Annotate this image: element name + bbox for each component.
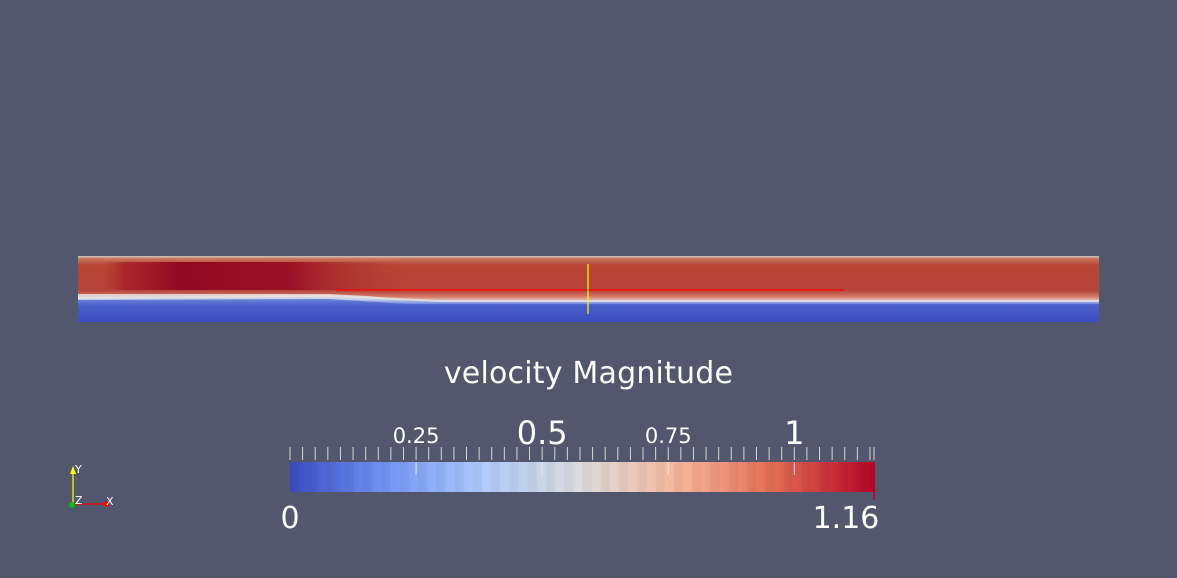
colorbar-tick-label: 0.75 (645, 424, 692, 448)
colorbar-band (455, 462, 464, 492)
colorbar-band (619, 462, 628, 492)
colorbar-band (528, 462, 537, 492)
colorbar-band (381, 462, 390, 492)
y-axis-arrow (70, 466, 76, 474)
colorbar-band (765, 462, 774, 492)
colorbar-bands (290, 462, 866, 492)
colorbar-minor-ticks (289, 447, 875, 460)
colorbar-tick-label: 0.5 (517, 414, 568, 452)
colorbar-max-label: 1.16 (813, 501, 880, 536)
colorbar-band (418, 462, 427, 492)
colorbar-band (637, 462, 646, 492)
colorbar-band (327, 462, 336, 492)
colorbar-tick-labels: 0.25 0.5 0.75 1 (393, 414, 804, 475)
shear-highlight (78, 294, 1099, 302)
colorbar-band (400, 462, 409, 492)
colorbar-band (710, 462, 719, 492)
colorbar-gradient (290, 462, 875, 492)
colorbar-band (546, 462, 555, 492)
x-axis-label: X (106, 495, 114, 508)
colorbar-band (308, 462, 317, 492)
colorbar-band (820, 462, 829, 492)
colorbar-band (583, 462, 592, 492)
z-axis-tip (69, 502, 75, 508)
colorbar-band (838, 462, 847, 492)
colorbar-band (509, 462, 518, 492)
colorbar-tick-label: 1 (784, 414, 804, 452)
colorbar-band (473, 462, 482, 492)
colorbar-band (729, 462, 738, 492)
colorbar-band (564, 462, 573, 492)
colorbar-band (363, 462, 372, 492)
colorbar-band (601, 462, 610, 492)
jet-core (98, 262, 418, 290)
colorbar-min-label: 0 (280, 501, 299, 536)
z-axis-label: Z (75, 494, 83, 507)
colorbar-band (656, 462, 665, 492)
x-axis-tip (103, 501, 109, 507)
colorbar-band (290, 462, 299, 492)
colorbar-band (747, 462, 756, 492)
y-axis-label: Y (74, 463, 82, 476)
colorbar-band (436, 462, 445, 492)
colorbar-band (857, 462, 866, 492)
orientation-axes[interactable]: Y Z X (60, 460, 130, 520)
colorbar-band (692, 462, 701, 492)
colorbar-band (674, 462, 683, 492)
velocity-field-render[interactable] (78, 256, 1099, 322)
colorbar-band (784, 462, 793, 492)
colorbar-band (802, 462, 811, 492)
colorbar-title: velocity Magnitude (443, 356, 734, 391)
colorbar-band (491, 462, 500, 492)
colorbar-tick-label: 0.25 (393, 424, 440, 448)
colorbar-band (345, 462, 354, 492)
